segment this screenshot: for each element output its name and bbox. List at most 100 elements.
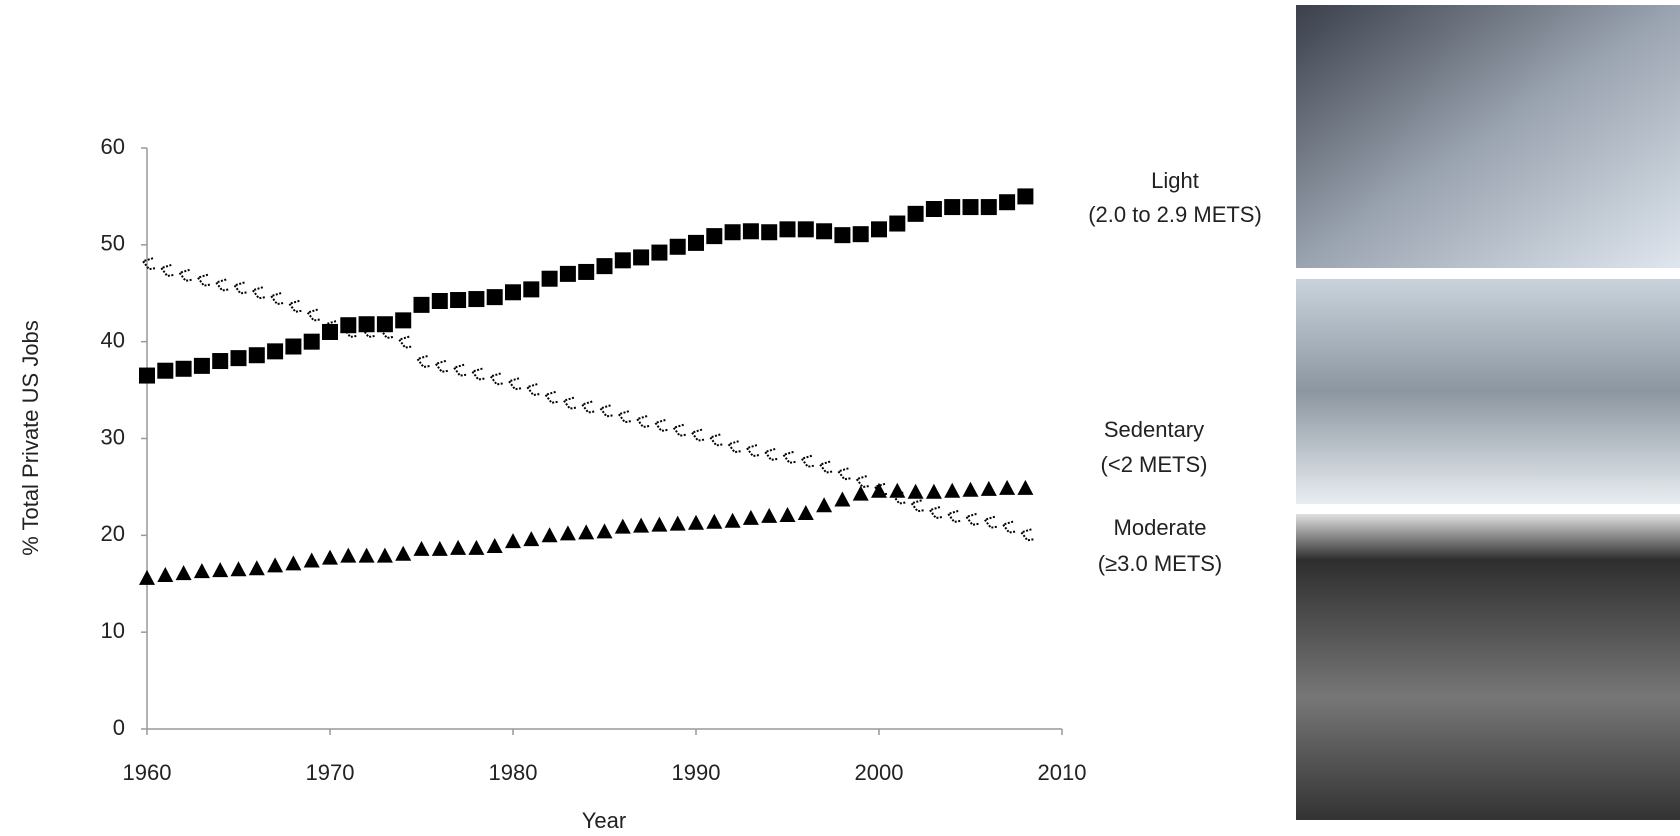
marker-square [669,238,686,255]
marker-square [724,224,741,241]
marker-triangle [358,547,375,563]
marker-triangle [578,524,595,540]
marker-triangle [925,483,942,499]
marker-square [907,205,924,222]
marker-square [431,292,448,309]
marker-square [834,227,851,244]
marker-triangle [450,539,467,555]
marker-square [816,223,833,240]
marker-hatched [196,273,211,287]
y-axis-label: % Total Private US Jobs [18,320,43,556]
marker-triangle [633,517,650,533]
marker-hatched [855,475,869,489]
marker-hatched [324,320,339,334]
photo-office [1296,5,1680,268]
marker-triangle [962,481,979,497]
marker-hatched [489,372,503,386]
marker-hatched [580,400,595,414]
marker-triangle [157,567,174,583]
y-tick-label: 30 [101,424,125,449]
marker-hatched [543,390,558,404]
marker-triangle [413,540,430,556]
marker-hatched [946,509,961,524]
marker-triangle [505,533,521,549]
marker-hatched [562,396,577,410]
marker-hatched [507,377,522,391]
marker-triangle [980,480,997,496]
y-tick-label: 20 [101,521,125,546]
marker-square [175,360,192,377]
marker-triangle [944,482,961,498]
marker-triangle [706,513,723,529]
marker-hatched [214,278,229,292]
marker-hatched [1019,528,1034,542]
marker-hatched [745,444,760,458]
marker-hatched [434,359,448,373]
marker-hatched [983,515,997,529]
marker-hatched [269,292,284,306]
series-label: Moderate [1114,515,1207,540]
marker-hatched [360,325,375,339]
marker-triangle [889,482,906,498]
y-tick-label: 0 [113,715,125,740]
marker-hatched [708,433,723,447]
marker-triangle [248,560,265,576]
marker-triangle [523,531,540,547]
marker-triangle [376,547,393,563]
marker-square [395,312,412,329]
marker-square [797,221,814,238]
marker-square [285,338,302,355]
marker-triangle [139,569,155,585]
y-tick-label: 60 [101,134,125,159]
marker-square [651,244,668,261]
marker-triangle [907,483,924,499]
marker-square [541,270,558,287]
marker-triangle [688,514,704,530]
marker-square [559,265,576,282]
marker-triangle [742,509,759,525]
marker-triangle [230,561,247,577]
marker-hatched [251,286,265,300]
marker-square [139,367,155,384]
y-tick-label: 50 [101,231,125,256]
series-label: Sedentary [1104,417,1204,442]
y-tick-label: 10 [101,618,125,643]
marker-triangle [175,565,192,581]
marker-square [376,316,393,333]
marker-square [614,252,631,269]
marker-square [267,343,284,360]
marker-triangle [651,516,668,532]
marker-square [450,292,467,309]
series-label: Light [1151,168,1199,193]
photo-labor [1296,514,1680,820]
marker-square [761,224,778,241]
marker-triangle [541,527,558,543]
marker-hatched [232,281,247,295]
marker-triangle [614,518,631,534]
marker-square [230,350,247,367]
marker-hatched [818,460,833,474]
marker-hatched [836,467,851,481]
marker-hatched [800,454,814,468]
marker-triangle [468,539,485,555]
marker-triangle [267,557,284,573]
marker-square [248,347,265,364]
marker-square [468,291,485,308]
marker-hatched [763,448,778,462]
x-tick-label: 2010 [1038,760,1087,785]
marker-hatched [342,325,357,339]
marker-hatched [415,355,430,369]
marker-square [523,281,540,298]
marker-hatched [653,418,668,432]
x-tick-label: 1980 [489,760,538,785]
marker-square [633,249,650,266]
marker-hatched [306,308,320,322]
marker-square [925,201,942,218]
marker-square [980,199,997,216]
marker-square [944,199,961,216]
marker-hatched [452,363,467,377]
marker-square [1017,188,1034,205]
marker-triangle [596,523,613,539]
marker-triangle [340,547,357,563]
